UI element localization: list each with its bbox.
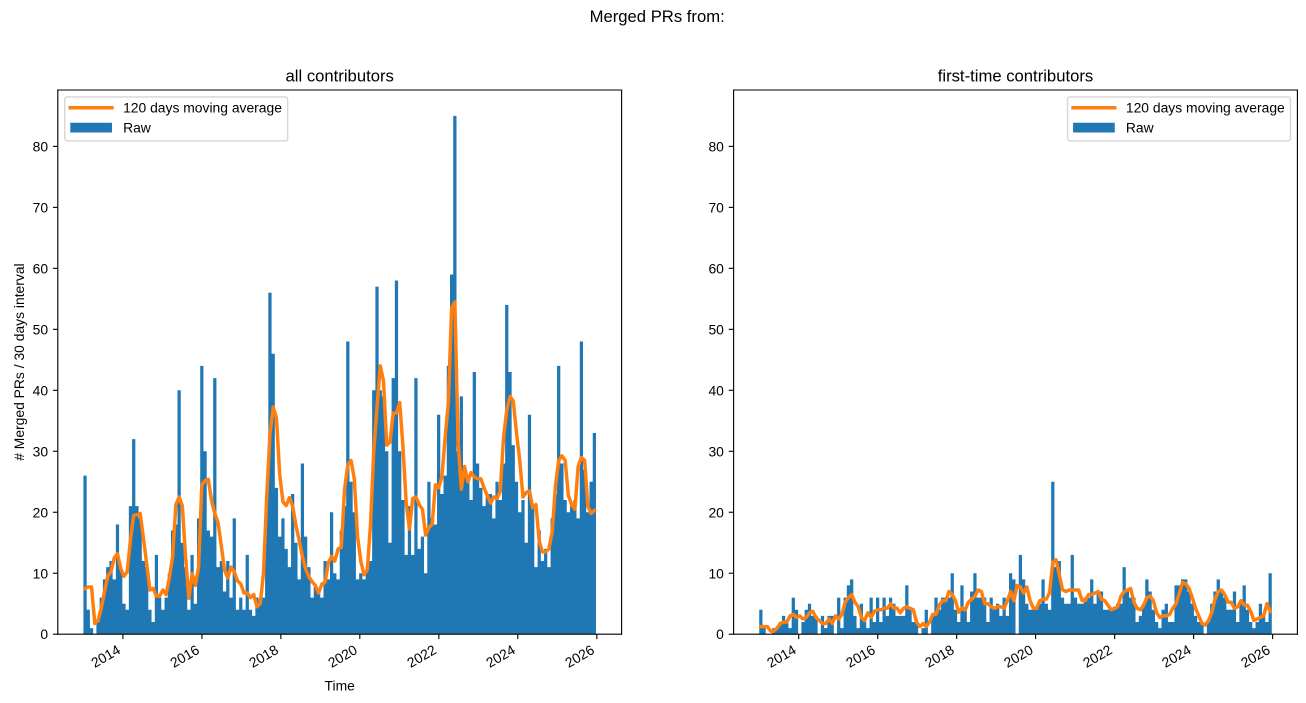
- svg-text:0: 0: [716, 626, 724, 642]
- svg-text:30: 30: [708, 443, 724, 459]
- svg-text:120 days moving average: 120 days moving average: [123, 100, 282, 116]
- svg-text:60: 60: [708, 260, 724, 276]
- svg-text:30: 30: [33, 443, 49, 459]
- svg-text:Raw: Raw: [1126, 119, 1155, 135]
- svg-text:20: 20: [708, 504, 724, 520]
- svg-text:all contributors: all contributors: [286, 67, 394, 86]
- svg-text:Time: Time: [325, 677, 356, 693]
- svg-text:40: 40: [708, 382, 724, 398]
- svg-text:70: 70: [33, 199, 49, 215]
- svg-text:20: 20: [33, 504, 49, 520]
- svg-text:120 days moving average: 120 days moving average: [1126, 100, 1285, 116]
- svg-text:80: 80: [33, 138, 49, 154]
- svg-text:10: 10: [708, 565, 724, 581]
- svg-text:70: 70: [708, 199, 724, 215]
- svg-text:Merged PRs from:: Merged PRs from:: [590, 7, 725, 26]
- svg-text:50: 50: [33, 321, 49, 337]
- svg-text:50: 50: [708, 321, 724, 337]
- svg-text:# Merged PRs / 30 days interva: # Merged PRs / 30 days interval: [11, 263, 27, 460]
- svg-text:80: 80: [708, 138, 724, 154]
- svg-text:40: 40: [33, 382, 49, 398]
- svg-text:60: 60: [33, 260, 49, 276]
- svg-text:0: 0: [40, 626, 48, 642]
- svg-text:Raw: Raw: [123, 119, 152, 135]
- svg-text:first-time contributors: first-time contributors: [938, 67, 1094, 86]
- svg-text:10: 10: [33, 565, 49, 581]
